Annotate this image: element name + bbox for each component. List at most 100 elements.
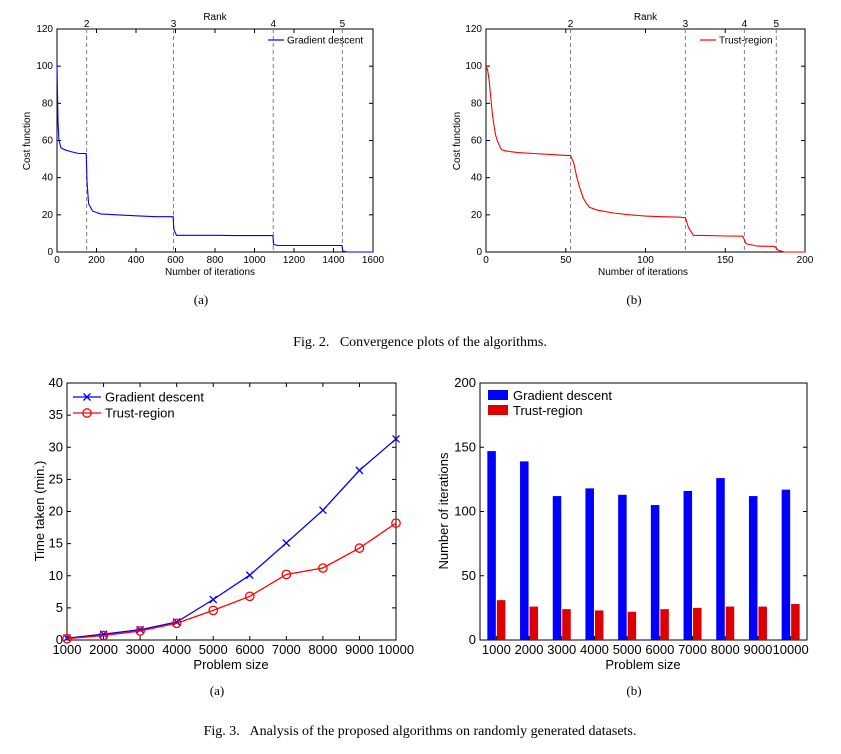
fig3a-ytick-label: 30	[49, 439, 63, 454]
fig3a-marker-circle	[62, 633, 72, 644]
fig3b-x-axis-label: Problem size	[605, 657, 680, 672]
fig2a-xtick-label: 0	[54, 255, 60, 266]
fig2a-y-axis-label: Cost function	[22, 112, 33, 170]
fig2b-xtick-label: 0	[483, 255, 489, 266]
fig2a-axes-frame	[56, 28, 374, 253]
fig2a-ytick-label: 80	[42, 98, 54, 109]
fig3b-bar-gradient-descent	[748, 496, 758, 640]
fig3a-marker-x-stroke	[392, 434, 400, 443]
fig3b-xtick-label: 3000	[547, 642, 576, 657]
fig3a-xtick-label: 7000	[272, 642, 301, 657]
fig2b-ytick-label: 40	[471, 173, 483, 184]
fig2a-ytick-label: 60	[42, 136, 54, 147]
fig2a-rank-label: 4	[270, 19, 276, 30]
fig2a-xtick-label: 200	[88, 255, 105, 266]
fig3b-bar-gradient-descent	[520, 461, 529, 640]
fig2a-xtick-label: 1000	[243, 255, 266, 266]
chart-fig3b: 0 50 100 150 200 Problem size Number of iterat…	[436, 375, 809, 672]
fig3a-marker-x-stroke	[209, 595, 218, 604]
fig2b-ytick-label: 80	[471, 98, 483, 109]
fig3b-xtick-label: 9000	[743, 642, 772, 657]
fig2b-xtick-label: 150	[717, 255, 734, 266]
fig3a-legend-marker	[82, 408, 92, 418]
fig3b-bar-gradient-descent	[683, 490, 693, 640]
fig3a-marker-circle	[98, 630, 109, 641]
fig2a-x-axis-label: Number of iterations	[165, 267, 255, 278]
fig3b-bar-trust-region	[693, 607, 702, 640]
fig3a-xtick-label: 9000	[345, 642, 374, 657]
fig3b-xtick-label: 8000	[711, 642, 740, 657]
fig3b-bar-gradient-descent	[552, 496, 562, 640]
fig3a-xtick-label: 10000	[378, 642, 414, 657]
fig3a-marker-x	[245, 571, 254, 580]
fig2a-legend-label: Gradient descent	[287, 36, 363, 47]
fig3a-marker-x	[392, 434, 400, 443]
fig3a-legend-label: Gradient descent	[105, 390, 204, 405]
fig3a-legend-label: Trust-region	[105, 406, 175, 421]
fig3a-xtick-label: 4000	[162, 642, 191, 657]
fig3b-bar-trust-region	[758, 606, 767, 640]
fig2a-ytick-label: 40	[42, 173, 54, 184]
fig3b-xtick-label: 7000	[678, 642, 707, 657]
fig3a-ytick-label: 20	[49, 504, 63, 519]
fig3b-xtick-label: 2000	[515, 642, 544, 657]
fig3a-xtick-label: 6000	[235, 642, 264, 657]
fig2-subcaption-a: (a)	[194, 292, 208, 307]
fig2a-xtick-label: 400	[128, 255, 145, 266]
fig3a-marker-circle	[244, 591, 255, 602]
fig2a-rank-label: 5	[340, 19, 346, 30]
fig2-caption: Fig. 2. Convergence plots of the algorit…	[293, 335, 547, 350]
fig3b-xtick-label: 4000	[580, 642, 609, 657]
fig2b-y-axis-label: Cost function	[452, 112, 463, 170]
fig3a-xtick-label: 2000	[89, 642, 118, 657]
fig3a-series-line-1	[66, 522, 397, 640]
fig2b-xtick-label: 200	[797, 255, 814, 266]
fig3b-bar-trust-region	[496, 600, 506, 640]
fig3a-marker-circle	[391, 518, 401, 528]
fig3b-bar-gradient-descent	[716, 478, 725, 640]
fig3a-marker-x	[355, 466, 364, 475]
fig2b-ytick-label: 120	[465, 24, 482, 35]
fig3b-ytick-label: 0	[469, 632, 476, 647]
fig2b-ytick-label: 60	[471, 136, 483, 147]
fig3a-marker-circle	[354, 543, 365, 553]
fig3b-xtick-label: 5000	[613, 642, 642, 657]
fig3a-marker-circle	[208, 605, 219, 616]
fig2a-rank-title: Rank	[203, 12, 227, 23]
fig2a-ytick-label: 120	[36, 24, 53, 35]
fig3a-ytick-label: 25	[49, 471, 63, 486]
fig2b-xtick-label: 50	[560, 255, 572, 266]
fig2b-rank-label: 2	[568, 19, 574, 30]
fig3a-ytick-label: 10	[49, 568, 63, 583]
fig2a-series-line-0	[56, 66, 373, 253]
fig3b-xtick-label: 10000	[773, 642, 809, 657]
fig3a-ytick-label: 5	[56, 600, 63, 615]
fig2a-ytick-label: 0	[47, 247, 53, 258]
fig3a-ytick-label: 0	[56, 632, 63, 647]
fig3a-xtick-label: 5000	[199, 642, 228, 657]
fig3b-ytick-label: 100	[454, 504, 476, 519]
fig2a-xtick-label: 600	[167, 255, 184, 266]
fig3b-bar-trust-region	[562, 609, 571, 640]
fig3b-ytick-label: 50	[462, 568, 476, 583]
fig3a-xtick-label: 3000	[126, 642, 155, 657]
fig3b-legend-label: Gradient descent	[513, 388, 612, 403]
fig3-caption: Fig. 3. Analysis of the proposed algorit…	[204, 724, 637, 739]
fig3a-marker-circle	[171, 618, 182, 629]
fig3b-bar-gradient-descent	[585, 488, 594, 640]
fig3a-marker-x-stroke	[245, 571, 254, 580]
fig3b-bar-trust-region	[725, 606, 735, 640]
fig3b-ytick-label: 150	[454, 439, 476, 454]
fig2b-series-line-0	[485, 65, 805, 253]
fig2a-rank-label: 2	[84, 19, 90, 30]
fig2a-xtick-label: 1400	[322, 255, 345, 266]
fig2b-ytick-label: 100	[465, 61, 482, 72]
fig3b-legend-swatch	[488, 405, 508, 415]
fig3b-bar-gradient-descent	[618, 494, 627, 640]
fig3a-marker-x	[282, 539, 291, 547]
fig3b-bar-gradient-descent	[487, 451, 496, 640]
fig3-subcaption-a: (a)	[210, 683, 224, 698]
fig2b-rank-label: 4	[742, 19, 748, 30]
